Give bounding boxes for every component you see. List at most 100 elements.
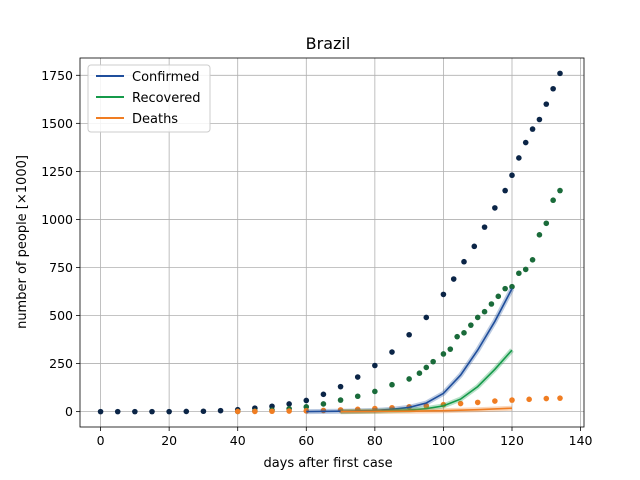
deaths-data-point — [557, 395, 563, 401]
deaths-data-point — [474, 399, 481, 406]
y-axis: 0 250 500 750 1000 1250 1500 1750 — [41, 68, 80, 419]
deaths-data-point — [492, 398, 498, 404]
confirmed-data-point — [550, 85, 556, 92]
recovered-data-point — [406, 376, 412, 382]
y-tick-label: 500 — [49, 308, 73, 323]
confirmed-data-point — [516, 155, 522, 161]
x-tick-label: 20 — [161, 433, 177, 448]
recovered-data-point — [389, 381, 395, 388]
deaths-data-point — [526, 396, 532, 403]
recovered-data-point — [502, 285, 508, 292]
confirmed-data-point — [166, 408, 172, 415]
y-tick-label: 1750 — [41, 68, 73, 83]
recovered-data-point — [481, 308, 488, 315]
confirmed-data-point — [354, 374, 361, 380]
y-axis-label: number of people [×1000] — [15, 155, 30, 329]
recovered-data-point — [354, 393, 361, 400]
confirmed-data-point — [522, 139, 529, 146]
x-tick-label: 100 — [431, 433, 455, 448]
confirmed-data-point — [423, 314, 430, 321]
recovered-data-point — [372, 388, 378, 395]
confirmed-data-point — [337, 383, 344, 390]
x-tick-label: 140 — [569, 433, 593, 448]
confirmed-data-point — [536, 116, 543, 123]
legend-label-recovered: Recovered — [132, 91, 201, 106]
recovered-data-point — [474, 314, 481, 321]
deaths-data-point — [269, 408, 275, 415]
y-tick-label: 250 — [49, 356, 73, 371]
deaths-data-point — [543, 395, 550, 402]
legend-label-confirmed: Confirmed — [132, 70, 200, 85]
recovered-data-point — [550, 197, 556, 204]
confirmed-data-point — [450, 276, 457, 282]
recovered-data-point — [337, 397, 344, 403]
recovered-data-point — [461, 330, 467, 336]
recovered-data-point — [509, 283, 515, 290]
confirmed-data-point — [200, 408, 207, 415]
legend: Confirmed Recovered Deaths — [87, 64, 211, 133]
deaths-data-point — [509, 397, 515, 403]
confirmed-data-point — [471, 243, 478, 250]
confirmed-data-point — [269, 403, 275, 410]
recovered-data-point — [543, 220, 550, 227]
recovered-data-point — [488, 301, 495, 307]
deaths-data-point — [423, 403, 430, 409]
recovered-data-point — [303, 404, 310, 410]
confirmed-data-point — [217, 407, 224, 414]
confirmed-data-point — [543, 101, 550, 107]
recovered-data-point — [440, 351, 447, 357]
recovered-data-point — [522, 266, 529, 273]
confirmed-data-point — [114, 408, 121, 415]
confirmed-data-point — [372, 362, 378, 369]
legend-box — [87, 64, 211, 133]
recovered-data-point — [529, 256, 536, 263]
deaths-model-line — [340, 407, 513, 413]
recovered-data-point — [430, 358, 436, 365]
y-tick-label: 1250 — [41, 164, 73, 179]
confirmed-data-point — [406, 331, 412, 338]
deaths-data-point — [286, 408, 292, 414]
recovered-data-point — [468, 322, 474, 328]
recovered-data-point — [423, 364, 430, 371]
recovered-data-point — [557, 187, 563, 194]
recovered-data-point — [495, 293, 502, 300]
confirmed-data-point — [492, 205, 498, 211]
x-tick-label: 0 — [97, 433, 105, 448]
confirmed-data-point — [481, 224, 488, 230]
recovered-data-point — [454, 333, 460, 340]
recovered-data-point — [416, 370, 423, 376]
confirmed-data-point — [557, 70, 563, 77]
confirmed-data-point — [132, 408, 138, 415]
recovered-data-point — [536, 232, 543, 238]
confirmed-data-point — [303, 397, 310, 404]
y-tick-label: 750 — [49, 260, 73, 275]
x-tick-label: 40 — [230, 433, 246, 448]
confirmed-data-point — [509, 172, 515, 179]
confirmed-data-point — [461, 258, 467, 265]
plot-area — [97, 70, 563, 415]
confirmed-data-point — [440, 291, 447, 298]
y-tick-label: 0 — [65, 404, 73, 419]
deaths-data-point — [234, 408, 241, 415]
confirmed-data-point — [502, 187, 508, 194]
chart-title: Brazil — [306, 34, 351, 53]
deaths-data-point — [457, 400, 464, 407]
confirmed-data-point — [320, 391, 327, 398]
confirmed-data-point — [97, 408, 104, 415]
confirmed-data-point — [389, 349, 395, 355]
plot-frame — [79, 57, 585, 428]
confirmed-data-point — [529, 126, 536, 132]
recovered-data-point — [447, 346, 454, 352]
confirmed-data-point — [183, 408, 190, 415]
x-tick-label: 120 — [500, 433, 524, 448]
y-tick-label: 1000 — [41, 212, 73, 227]
x-axis: 0 20 40 60 80 100 120 140 — [97, 427, 593, 448]
y-tick-label: 1500 — [41, 116, 73, 131]
x-tick-label: 80 — [367, 433, 383, 448]
x-tick-label: 60 — [298, 433, 314, 448]
confirmed-data-point — [149, 408, 155, 415]
deaths-data-point — [252, 408, 258, 415]
recovered-data-point — [516, 270, 522, 277]
x-axis-label: days after first case — [263, 456, 392, 471]
